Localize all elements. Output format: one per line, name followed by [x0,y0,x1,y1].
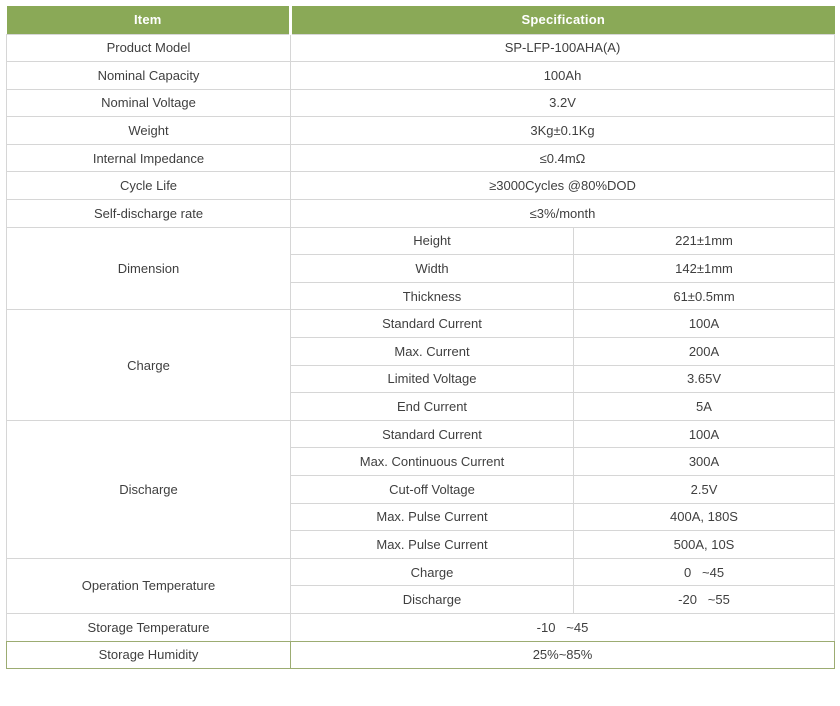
table-row: Dimension Height 221±1mm [6,226,836,311]
sub-label-cell: Max. Current [290,337,574,366]
header-item: Item [6,6,291,34]
table-row: Cut-off Voltage 2.5V [7,475,836,504]
sub-value-cell: 300A [572,447,836,476]
sub-label-cell: Cut-off Voltage [290,475,574,504]
item-cell: Nominal Voltage [6,88,291,118]
sub-label-cell: Charge [290,557,574,587]
sub-value-cell: 400A, 180S [572,502,836,532]
sub-value-cell: 5A [572,392,836,421]
sub-label-cell: Discharge [290,585,574,614]
sub-label-cell: Max. Pulse Current [290,530,574,559]
table-row: Width 142±1mm [7,254,836,283]
sub-label-cell: Limited Voltage [290,364,574,394]
item-cell: Product Model [6,33,291,63]
table-row: End Current 5A [7,392,836,421]
item-cell: Storage Temperature [6,612,291,642]
sub-value-cell: 142±1mm [572,254,836,283]
sub-label-cell: Thickness [290,281,574,311]
sub-value-cell: 500A, 10S [572,530,836,559]
table-row: Operation Temperature Charge 0 ~45 [6,557,836,614]
sub-label-cell: Standard Current [290,419,574,449]
table-row: Cycle Life ≥3000Cycles @80%DOD [6,171,836,201]
table-row: Product Model SP-LFP-100AHA(A) [6,33,836,63]
sub-value-cell: 0 ~45 [572,557,836,587]
spec-value-cell: 25%~85% [289,640,836,670]
sub-value-cell: 200A [572,337,836,366]
table-row: Max. Continuous Current 300A [7,447,836,476]
spec-value-cell: 100Ah [289,61,836,90]
group-label-cell: Discharge [6,419,291,559]
table-row: Discharge -20 ~55 [7,585,836,614]
table-row: Internal Impedance ≤0.4mΩ [6,143,836,173]
sub-label-cell: Height [290,226,574,256]
table-row: Nominal Capacity 100Ah [6,61,836,90]
item-cell: Nominal Capacity [6,61,291,90]
spec-value-cell: 3.2V [289,88,836,118]
item-cell: Storage Humidity [6,640,291,670]
sub-value-cell: 221±1mm [572,226,836,256]
sub-value-cell: 61±0.5mm [572,281,836,311]
sub-label-cell: Standard Current [290,309,574,339]
spec-value-cell: SP-LFP-100AHA(A) [289,33,836,63]
item-cell: Weight [6,116,291,145]
sub-label-cell: Max. Pulse Current [290,502,574,532]
item-cell: Cycle Life [6,171,291,201]
table-row: Storage Humidity 25%~85% [6,640,836,670]
sub-label-cell: End Current [290,392,574,421]
group-label-cell: Charge [6,309,291,421]
spec-value-cell: 3Kg±0.1Kg [289,116,836,145]
item-cell: Self-discharge rate [6,199,291,228]
table-row: Self-discharge rate ≤3%/month [6,199,836,228]
table-row: Max. Pulse Current 400A, 180S [7,502,836,532]
spec-value-cell: ≥3000Cycles @80%DOD [289,171,836,201]
table-header-row: Item Specification [6,6,835,34]
header-specification: Specification [288,6,835,34]
sub-label-cell: Max. Continuous Current [290,447,574,476]
table-row: Charge Standard Current 100A [6,309,836,421]
table-row: Nominal Voltage 3.2V [6,88,836,118]
sub-value-cell: 3.65V [572,364,836,394]
sub-label-cell: Width [290,254,574,283]
table-row: Weight 3Kg±0.1Kg [6,116,836,145]
specification-table: Item Specification Product Model SP-LFP-… [6,6,836,670]
sub-value-cell: 2.5V [572,475,836,504]
group-label-cell: Dimension [6,226,291,311]
spec-value-cell: -10 ~45 [289,612,836,642]
group-label-cell: Operation Temperature [6,557,291,614]
item-cell: Internal Impedance [6,143,291,173]
sub-value-cell: 100A [572,419,836,449]
spec-value-cell: ≤3%/month [289,199,836,228]
sub-value-cell: 100A [572,309,836,339]
table-row: Discharge Standard Current 100A [6,419,836,559]
table-row: Max. Pulse Current 500A, 10S [7,530,836,559]
sub-value-cell: -20 ~55 [572,585,836,614]
spec-value-cell: ≤0.4mΩ [289,143,836,173]
table-row: Storage Temperature -10 ~45 [6,612,836,642]
